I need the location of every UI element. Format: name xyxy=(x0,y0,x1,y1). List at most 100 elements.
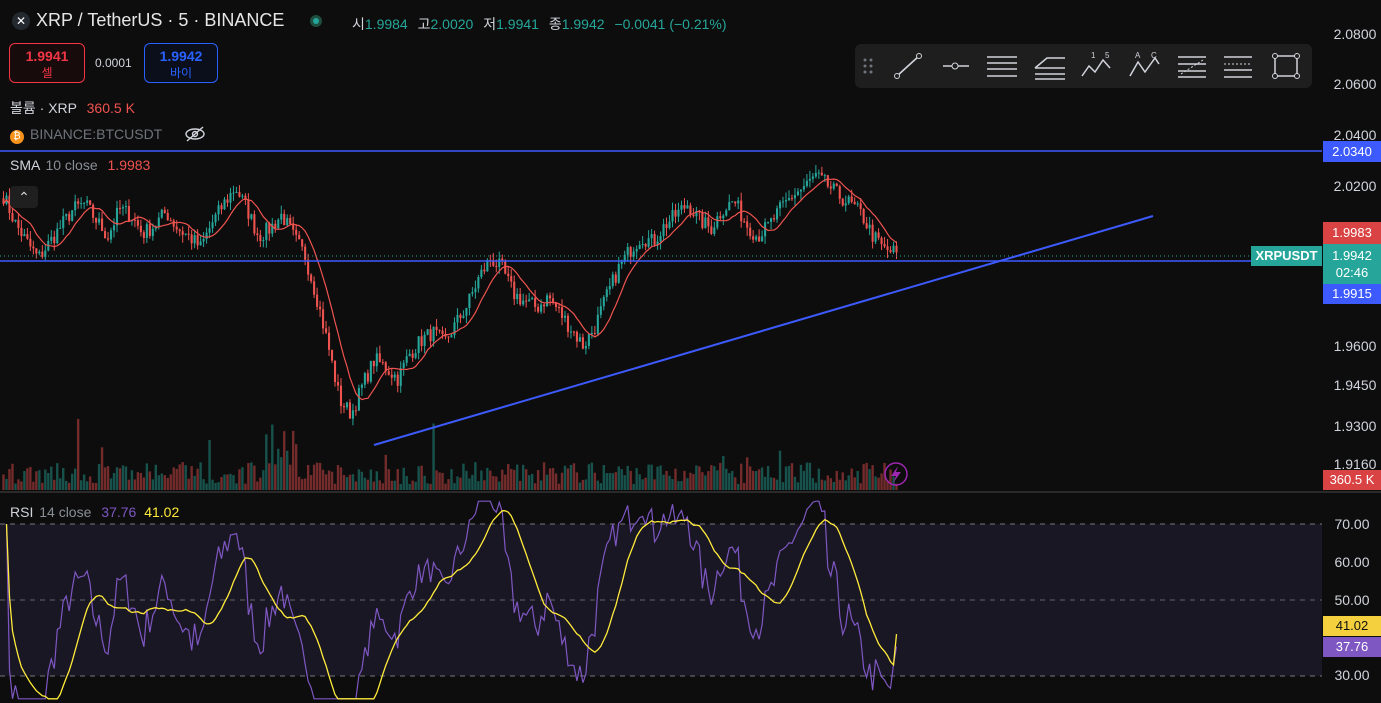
volume-bar xyxy=(426,483,429,490)
volume-bar xyxy=(26,468,29,490)
candle-body xyxy=(722,215,725,219)
volume-bar xyxy=(533,483,537,490)
volume-bar xyxy=(650,464,653,490)
volume-bar xyxy=(133,479,137,490)
candle-body xyxy=(519,293,522,305)
volume-bar xyxy=(814,482,818,490)
volume-bar xyxy=(539,480,543,490)
candle-body xyxy=(764,222,767,237)
volume-bar xyxy=(214,482,217,490)
collapse-legend-button[interactable]: ⌃ xyxy=(10,186,38,208)
volume-bar xyxy=(844,480,847,490)
volume-legend[interactable]: 볼륨 · XRP 360.5 K xyxy=(10,98,135,118)
candle-body xyxy=(235,192,238,194)
volume-bar xyxy=(5,478,8,490)
candle-body xyxy=(139,225,142,233)
hide-eye-icon[interactable] xyxy=(184,125,206,143)
candle-body xyxy=(80,203,83,205)
volume-bar xyxy=(760,467,764,490)
buy-button[interactable]: 1.9942 바이 xyxy=(144,43,218,83)
volume-bar xyxy=(835,470,838,490)
symbol-header[interactable]: ✕ XRP / TetherUS · 5 · BINANCE xyxy=(12,10,323,31)
candle-body xyxy=(223,199,226,210)
candle-body xyxy=(127,206,130,221)
fib-retracement-icon[interactable] xyxy=(1175,50,1209,82)
candle-body xyxy=(590,332,593,335)
flash-icon[interactable] xyxy=(884,462,908,486)
candle-body xyxy=(65,213,68,217)
candle-body xyxy=(399,368,402,386)
volume-bar xyxy=(874,476,877,490)
pitchfork-icon[interactable] xyxy=(1033,50,1067,82)
volume-bar xyxy=(674,468,677,490)
sma-legend[interactable]: SMA 10 close 1.9983 xyxy=(10,157,150,173)
candle-body xyxy=(387,371,390,375)
volume-bar xyxy=(593,472,597,490)
volume-bar xyxy=(695,465,698,490)
candle-body xyxy=(602,296,605,307)
volume-bar xyxy=(704,475,707,490)
volume-bar xyxy=(29,466,32,490)
volume-bar xyxy=(751,470,755,490)
volume-bar xyxy=(808,462,812,490)
volume-bar xyxy=(327,470,331,490)
rsi-legend-params: 14 close xyxy=(39,504,92,520)
xrp-logo-icon: ✕ xyxy=(12,11,30,30)
candle-body xyxy=(662,224,665,237)
trend-line-icon[interactable] xyxy=(891,50,925,82)
volume-bar xyxy=(605,473,608,490)
volume-legend-name: 볼륨 · XRP xyxy=(10,100,77,116)
candle-body xyxy=(632,251,635,257)
sell-label: 셀 xyxy=(41,66,53,80)
compare-legend[interactable]: ₿ BINANCE:BTCUSDT xyxy=(10,126,162,144)
volume-bar xyxy=(527,475,531,490)
volume-legend-value: 360.5 K xyxy=(86,100,135,116)
volume-bar xyxy=(2,474,5,490)
candle-body xyxy=(537,306,540,312)
volume-bar xyxy=(336,465,340,490)
candle-body xyxy=(853,201,856,205)
volume-bar xyxy=(14,483,17,490)
symbol-title[interactable]: XRP / TetherUS · 5 · BINANCE xyxy=(36,10,285,30)
rsi-legend-name: RSI xyxy=(10,504,34,520)
rectangle-icon[interactable] xyxy=(1269,50,1303,82)
ascending-trendline[interactable] xyxy=(373,215,1154,446)
candle-body xyxy=(345,402,349,408)
candle-body xyxy=(348,402,351,419)
high-value: 2.0020 xyxy=(430,16,474,32)
resistance-level-tag: 2.0340 xyxy=(1323,141,1381,162)
candle-body xyxy=(393,374,396,378)
drag-handle-icon[interactable] xyxy=(859,50,879,82)
candle-body xyxy=(115,207,119,226)
fib-extension-icon[interactable] xyxy=(1221,50,1255,82)
volume-bar xyxy=(91,482,95,490)
candle-body xyxy=(38,251,41,254)
horizontal-ray-icon[interactable] xyxy=(939,50,973,82)
volume-bar xyxy=(641,479,644,490)
candle-body xyxy=(623,254,626,262)
volume-bar xyxy=(342,474,346,490)
rsi-legend[interactable]: RSI 14 close 37.76 41.02 xyxy=(10,504,179,520)
volume-bar xyxy=(489,470,492,490)
rsi-tick: 70.00 xyxy=(1334,516,1370,532)
volume-bar xyxy=(602,464,606,490)
parallel-channel-icon[interactable] xyxy=(985,50,1019,82)
volume-bar xyxy=(309,475,313,490)
candle-body xyxy=(874,232,877,242)
volume-bar xyxy=(683,470,686,490)
volume-bar xyxy=(638,474,641,490)
volume-bar xyxy=(441,472,444,490)
candle-body xyxy=(513,281,516,300)
volume-bar xyxy=(895,483,898,490)
candle-body xyxy=(495,265,498,267)
abcd-pattern-icon[interactable]: A C xyxy=(1127,50,1161,82)
volume-bar xyxy=(462,463,465,490)
volume-bar xyxy=(79,480,83,490)
elliott-wave-icon[interactable]: 1 5 xyxy=(1079,50,1113,82)
sell-button[interactable]: 1.9941 셀 xyxy=(9,43,85,83)
price-tick: 1.9160 xyxy=(1333,456,1377,472)
candle-body xyxy=(501,258,504,262)
volume-bar xyxy=(41,482,44,490)
rsi-ma-line xyxy=(5,510,898,700)
